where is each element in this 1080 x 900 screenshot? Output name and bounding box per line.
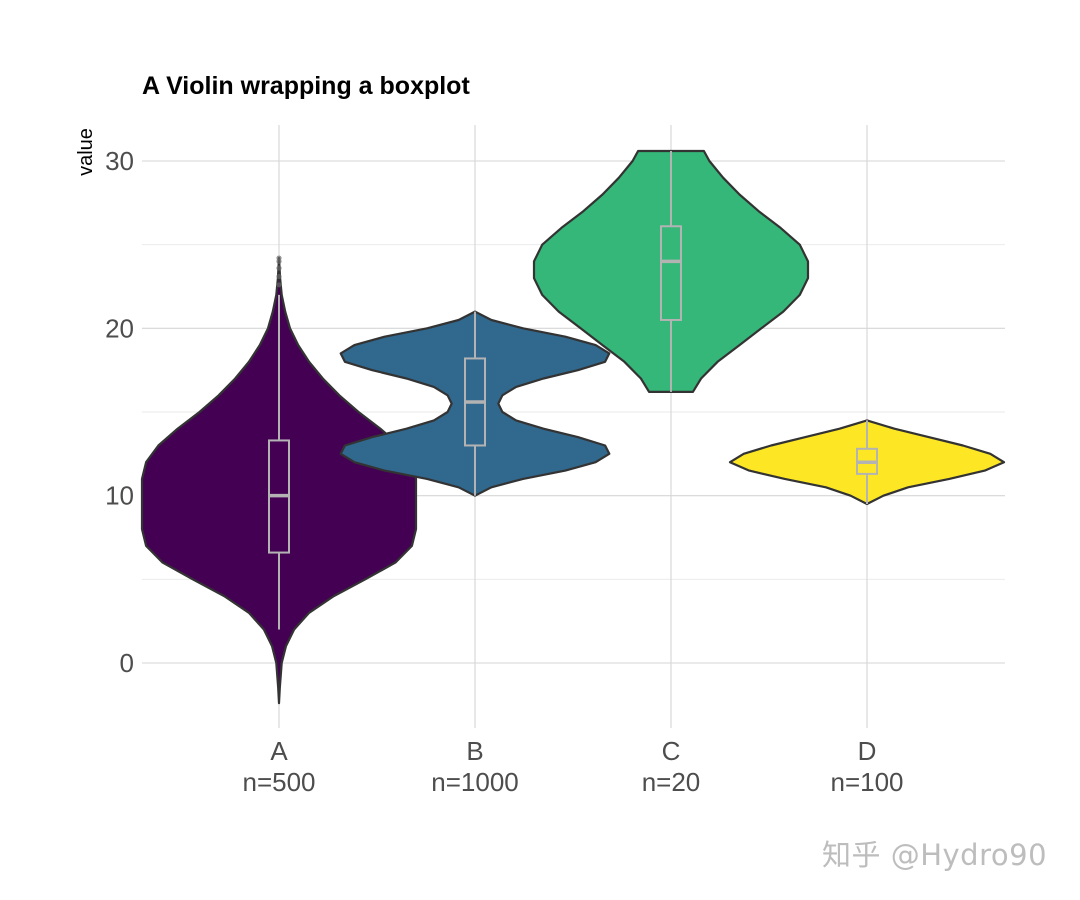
y-tick-0: 0 (120, 648, 134, 678)
x-tick-A: A (270, 736, 288, 766)
outlier-A-4 (276, 255, 282, 261)
violin-C (532, 149, 810, 393)
outlier-A-2 (276, 265, 282, 271)
y-tick-30: 30 (105, 146, 134, 176)
y-tick-10: 10 (105, 481, 134, 511)
y-axis-label: value (75, 128, 97, 176)
violin-group-B (339, 310, 611, 497)
x-tick-count-B: n=1000 (431, 767, 518, 797)
outlier-A-1 (276, 273, 282, 280)
y-tick-20: 20 (105, 313, 134, 343)
x-tick-C: C (662, 736, 681, 766)
chart-title: A Violin wrapping a boxplot (142, 72, 470, 100)
x-tick-D: D (858, 736, 877, 766)
box-C (660, 225, 682, 321)
violins (140, 149, 1006, 705)
y-tick-labels: 0 10 20 30 (105, 146, 134, 678)
x-tick-count-D: n=100 (830, 767, 903, 797)
x-tick-count-C: n=20 (642, 767, 701, 797)
x-tick-labels: An=500 Bn=1000 Cn=20 Dn=100 (242, 736, 903, 797)
outlier-A-0 (276, 282, 282, 288)
x-tick-B: B (466, 736, 483, 766)
violin-group-A (140, 255, 418, 705)
violin-group-C (532, 149, 810, 393)
violin-group-D (728, 419, 1006, 506)
x-tick-count-A: n=500 (242, 767, 315, 797)
watermark: 知乎 @Hydro90 (822, 838, 1048, 872)
